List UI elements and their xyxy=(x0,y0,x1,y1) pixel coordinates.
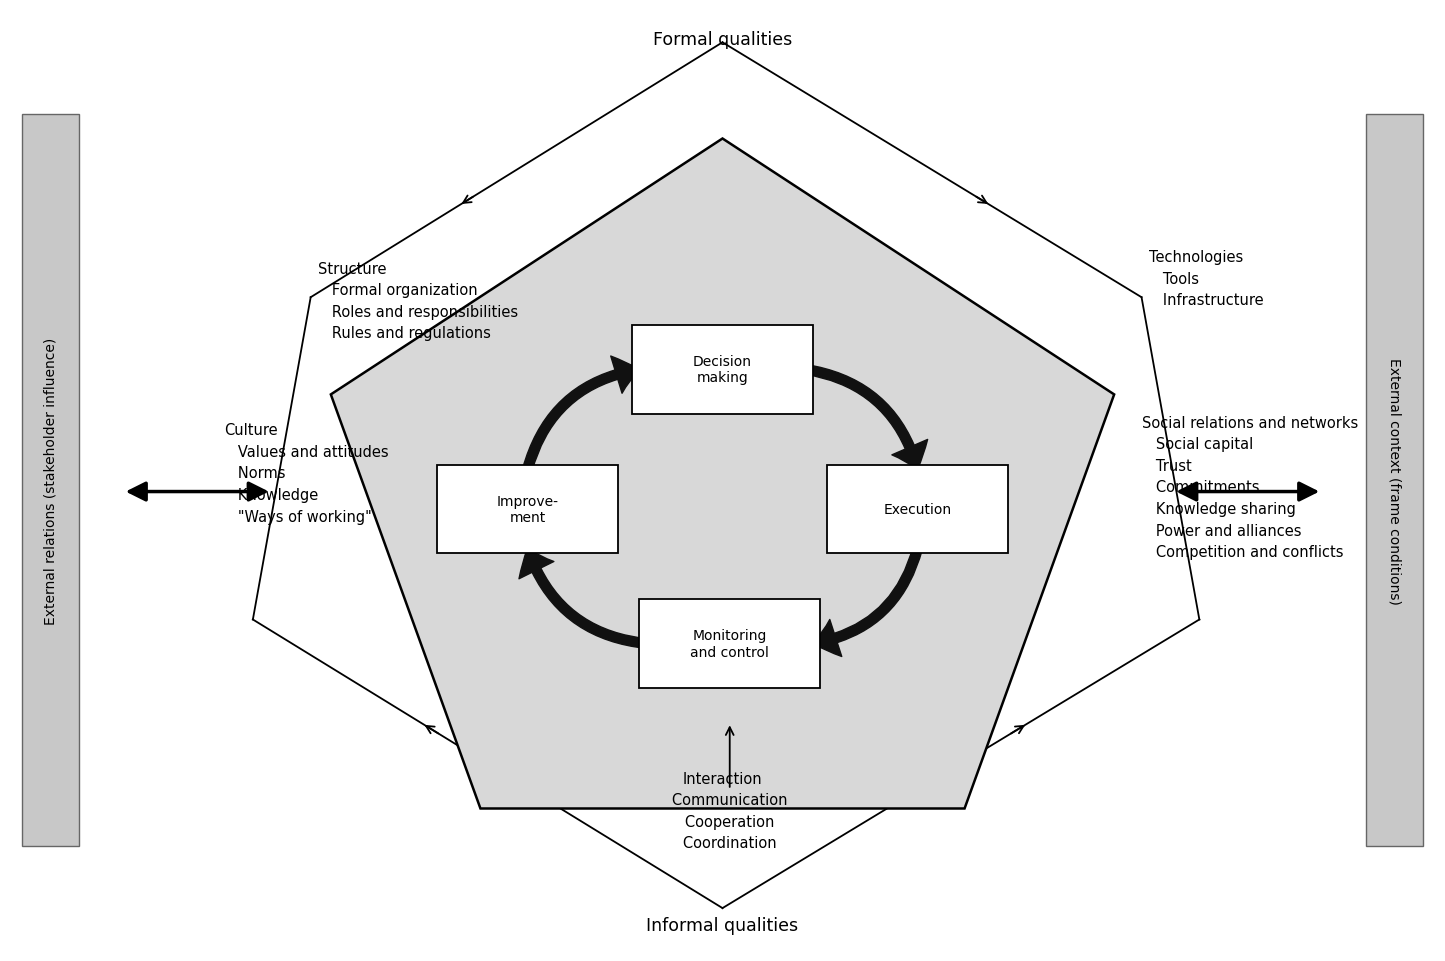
FancyBboxPatch shape xyxy=(633,326,812,414)
Text: Structure
   Formal organization
   Roles and responsibilities
   Rules and regu: Structure Formal organization Roles and … xyxy=(318,261,517,341)
FancyBboxPatch shape xyxy=(22,115,79,846)
FancyArrowPatch shape xyxy=(812,548,922,656)
Polygon shape xyxy=(331,139,1114,808)
Text: Interaction
   Communication
   Cooperation
   Coordination: Interaction Communication Cooperation Co… xyxy=(657,771,788,850)
Text: External context (frame conditions): External context (frame conditions) xyxy=(1387,357,1402,604)
Text: Formal qualities: Formal qualities xyxy=(653,31,792,49)
Text: Monitoring
and control: Monitoring and control xyxy=(691,628,769,659)
Text: Informal qualities: Informal qualities xyxy=(646,916,799,934)
Text: Improve-
ment: Improve- ment xyxy=(497,494,558,525)
FancyBboxPatch shape xyxy=(1366,115,1423,846)
Text: Social relations and networks
   Social capital
   Trust
   Commitments
   Knowl: Social relations and networks Social cap… xyxy=(1142,415,1358,559)
Text: External relations (stakeholder influence): External relations (stakeholder influenc… xyxy=(43,337,58,624)
FancyBboxPatch shape xyxy=(436,465,617,554)
FancyArrowPatch shape xyxy=(519,549,647,649)
FancyArrowPatch shape xyxy=(523,357,639,471)
Text: Technologies
   Tools
   Infrastructure: Technologies Tools Infrastructure xyxy=(1149,250,1263,308)
Text: Execution: Execution xyxy=(883,503,952,516)
Text: Decision
making: Decision making xyxy=(694,355,751,385)
Text: Culture
   Values and attitudes
   Norms
   Knowledge
   "Ways of working": Culture Values and attitudes Norms Knowl… xyxy=(224,423,389,524)
FancyBboxPatch shape xyxy=(639,600,821,688)
FancyBboxPatch shape xyxy=(827,465,1009,554)
FancyArrowPatch shape xyxy=(805,365,928,470)
